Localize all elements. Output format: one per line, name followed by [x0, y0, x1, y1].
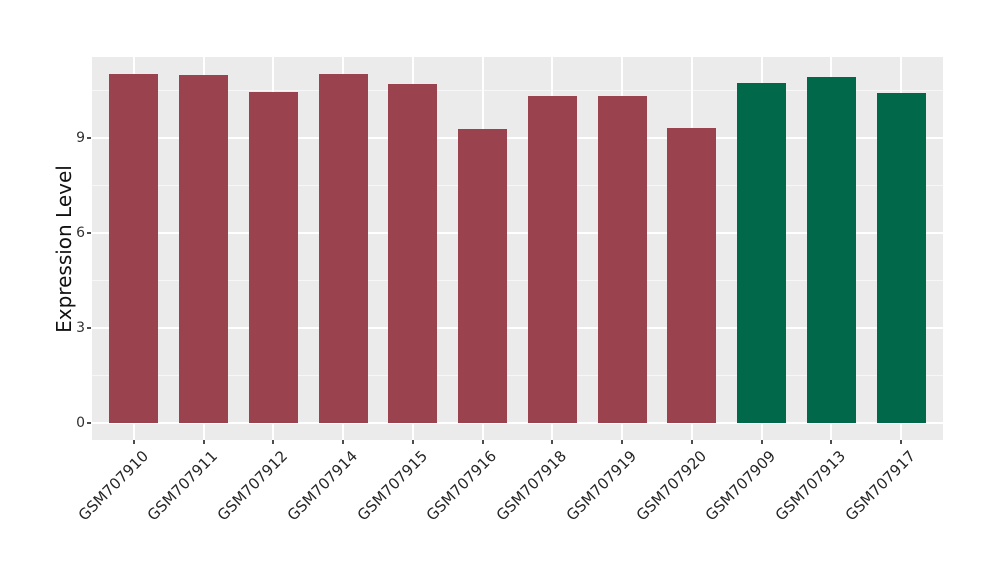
y-tick-label: 6 [76, 224, 85, 241]
y-axis-tick-mark [87, 326, 91, 329]
gridline-major-horizontal [92, 326, 943, 329]
x-axis-tick-mark [411, 440, 414, 444]
x-tick-label: GSM707909 [702, 447, 780, 525]
x-axis-tick-mark [202, 440, 205, 444]
bar-GSM707920 [667, 127, 717, 423]
x-tick-label: GSM707914 [283, 447, 361, 525]
x-axis-tick-mark [342, 440, 345, 444]
y-tick-label: 9 [76, 129, 85, 146]
bar-GSM707911 [179, 75, 228, 423]
x-tick-label: GSM707919 [562, 447, 640, 525]
x-axis-tick-mark [132, 440, 135, 444]
bar-GSM707909 [737, 82, 787, 423]
x-axis-tick-mark [621, 440, 624, 444]
x-axis-tick-mark [551, 440, 554, 444]
x-tick-label: GSM707913 [771, 447, 850, 525]
bar-GSM707914 [318, 73, 368, 423]
gridline-minor-horizontal [92, 279, 943, 281]
x-axis-tick-mark [272, 440, 275, 444]
gridline-minor-horizontal [92, 184, 943, 186]
x-tick-label: GSM707918 [492, 447, 571, 525]
x-tick-label: GSM707911 [144, 447, 222, 525]
bar-GSM707912 [248, 91, 298, 423]
y-axis-tick-mark [87, 136, 91, 139]
y-axis-title: Expression Level [52, 164, 76, 333]
x-axis-tick-mark [481, 440, 484, 444]
bar-GSM707915 [388, 83, 438, 423]
bar-GSM707917 [876, 93, 926, 423]
x-tick-label: GSM707917 [841, 447, 919, 525]
x-tick-label: GSM707916 [423, 447, 501, 525]
x-axis-tick-mark [690, 440, 693, 444]
x-axis-tick-mark [760, 440, 763, 444]
y-tick-label: 3 [76, 319, 85, 336]
x-axis-tick-mark [830, 440, 833, 444]
x-tick-label: GSM707920 [632, 447, 710, 525]
y-tick-label: 0 [76, 414, 85, 431]
gridline-major-horizontal [92, 421, 943, 424]
y-axis-tick-mark [87, 421, 91, 424]
gridline-minor-horizontal [92, 89, 943, 91]
x-axis-tick-mark [900, 440, 903, 444]
gridline-major-horizontal [92, 136, 943, 139]
bar-GSM707913 [806, 76, 856, 423]
x-tick-label: GSM707915 [353, 447, 431, 525]
bar-GSM707918 [527, 95, 577, 423]
y-axis-tick-mark [87, 231, 91, 234]
bar-GSM707910 [109, 73, 159, 423]
gridline-minor-horizontal [92, 374, 943, 376]
plot-panel [92, 57, 943, 440]
x-tick-label: GSM707912 [213, 447, 292, 525]
x-tick-label: GSM707910 [74, 447, 152, 525]
gridline-major-horizontal [92, 231, 943, 234]
bar-GSM707916 [458, 128, 508, 423]
bar-GSM707919 [597, 95, 647, 423]
